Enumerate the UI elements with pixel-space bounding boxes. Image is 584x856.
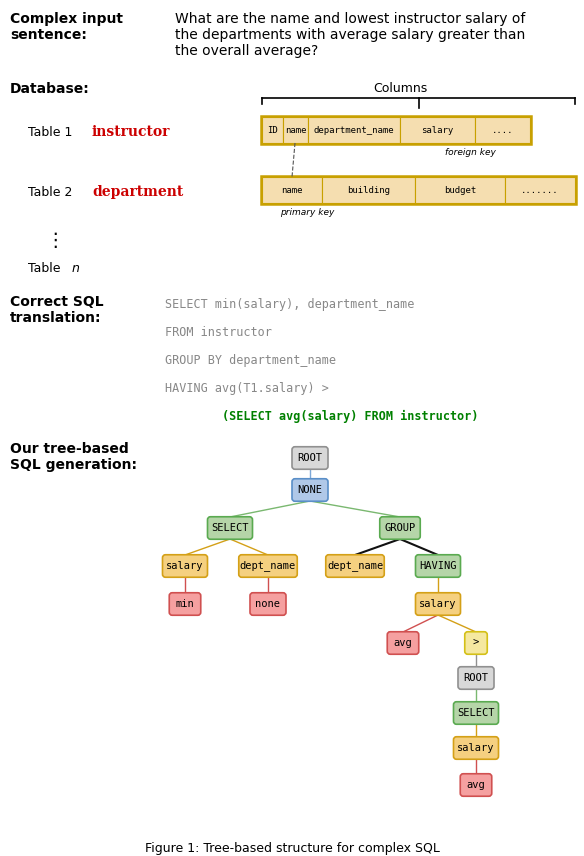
Text: dept_name: dept_name xyxy=(240,561,296,572)
Text: ID: ID xyxy=(267,126,278,134)
FancyBboxPatch shape xyxy=(465,632,487,654)
FancyBboxPatch shape xyxy=(387,632,419,654)
Bar xyxy=(262,117,283,143)
Bar xyxy=(322,177,415,203)
Bar xyxy=(308,117,400,143)
Text: Correct SQL
translation:: Correct SQL translation: xyxy=(10,295,103,325)
FancyBboxPatch shape xyxy=(458,667,494,689)
Text: FROM instructor: FROM instructor xyxy=(165,326,272,339)
Text: salary: salary xyxy=(422,126,454,134)
FancyBboxPatch shape xyxy=(326,555,384,577)
FancyBboxPatch shape xyxy=(460,774,492,796)
Text: GROUP BY department_name: GROUP BY department_name xyxy=(165,354,336,367)
Text: >: > xyxy=(473,638,479,648)
Text: GROUP: GROUP xyxy=(384,523,416,533)
Bar xyxy=(261,176,576,204)
Bar xyxy=(475,117,530,143)
Text: SELECT: SELECT xyxy=(211,523,249,533)
Text: none: none xyxy=(256,599,280,609)
Text: Table 2: Table 2 xyxy=(28,186,72,199)
Text: dept_name: dept_name xyxy=(327,561,383,572)
FancyBboxPatch shape xyxy=(162,555,207,577)
Text: department_name: department_name xyxy=(314,126,394,134)
Text: Columns: Columns xyxy=(373,82,427,95)
Text: instructor: instructor xyxy=(92,125,171,139)
Text: primary key: primary key xyxy=(280,208,335,217)
Text: SELECT min(salary), department_name: SELECT min(salary), department_name xyxy=(165,298,415,311)
Text: name: name xyxy=(281,186,303,194)
Text: ⋮: ⋮ xyxy=(45,230,65,249)
Text: Our tree-based
SQL generation:: Our tree-based SQL generation: xyxy=(10,442,137,473)
Bar xyxy=(505,177,575,203)
FancyBboxPatch shape xyxy=(207,517,252,539)
Text: min: min xyxy=(176,599,194,609)
FancyBboxPatch shape xyxy=(250,592,286,615)
Text: NONE: NONE xyxy=(297,485,322,495)
Bar xyxy=(261,116,531,144)
FancyBboxPatch shape xyxy=(415,592,461,615)
FancyBboxPatch shape xyxy=(169,592,201,615)
Text: ROOT: ROOT xyxy=(297,453,322,463)
Text: foreign key: foreign key xyxy=(445,148,496,157)
Text: salary: salary xyxy=(166,561,204,571)
Bar xyxy=(400,117,475,143)
Text: salary: salary xyxy=(457,743,495,753)
Bar xyxy=(415,177,505,203)
Text: Table 1: Table 1 xyxy=(28,126,72,139)
Text: avg: avg xyxy=(394,638,412,648)
FancyBboxPatch shape xyxy=(292,479,328,502)
FancyBboxPatch shape xyxy=(380,517,420,539)
Text: department: department xyxy=(92,185,183,199)
FancyBboxPatch shape xyxy=(415,555,461,577)
Text: SELECT: SELECT xyxy=(457,708,495,718)
Text: What are the name and lowest instructor salary of
the departments with average s: What are the name and lowest instructor … xyxy=(175,12,526,58)
Text: Figure 1: Tree-based structure for complex SQL: Figure 1: Tree-based structure for compl… xyxy=(145,842,439,855)
Text: ....: .... xyxy=(492,126,513,134)
Text: HAVING: HAVING xyxy=(419,561,457,571)
Text: name: name xyxy=(285,126,306,134)
Text: (SELECT avg(salary) FROM instructor): (SELECT avg(salary) FROM instructor) xyxy=(165,410,478,423)
Bar xyxy=(262,177,322,203)
Bar xyxy=(283,117,308,143)
Text: Table: Table xyxy=(28,261,64,275)
FancyBboxPatch shape xyxy=(454,702,499,724)
Text: n: n xyxy=(72,261,80,275)
FancyBboxPatch shape xyxy=(292,447,328,469)
Text: ROOT: ROOT xyxy=(464,673,488,683)
Text: building: building xyxy=(347,186,390,194)
Text: budget: budget xyxy=(444,186,476,194)
Text: .......: ....... xyxy=(521,186,559,194)
Text: HAVING avg(T1.salary) >: HAVING avg(T1.salary) > xyxy=(165,382,329,395)
Text: Database:: Database: xyxy=(10,82,90,96)
Text: salary: salary xyxy=(419,599,457,609)
Text: Complex input
sentence:: Complex input sentence: xyxy=(10,12,123,42)
FancyBboxPatch shape xyxy=(454,737,499,759)
FancyBboxPatch shape xyxy=(239,555,297,577)
Text: avg: avg xyxy=(467,780,485,790)
